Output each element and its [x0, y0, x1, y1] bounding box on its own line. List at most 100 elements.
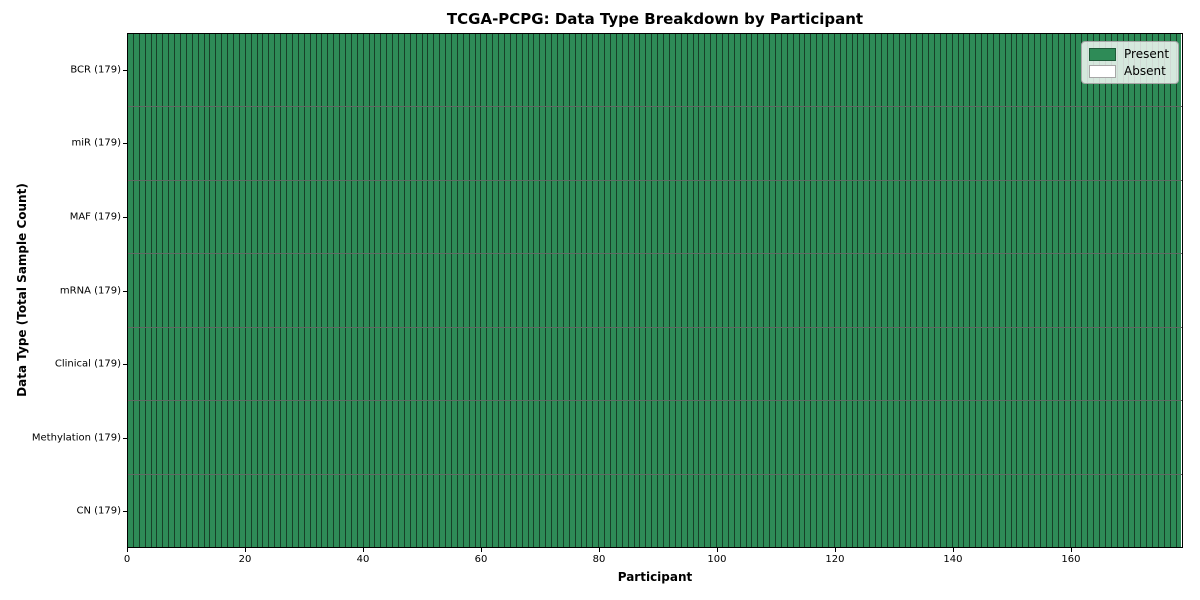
heatmap-cell: [646, 107, 653, 180]
heatmap-cell: [746, 327, 753, 401]
heatmap-cell: [1105, 107, 1112, 180]
heatmap-cell: [1111, 107, 1118, 180]
y-axis-tick-marks: [123, 33, 127, 548]
heatmap-cell: [664, 401, 670, 474]
heatmap-cell: [628, 254, 635, 327]
heatmap-cell: [622, 180, 629, 254]
heatmap-cell: [622, 327, 629, 401]
heatmap-cell: [1023, 401, 1030, 474]
heatmap-cell: [805, 327, 812, 401]
heatmap-cell: [340, 107, 346, 180]
heatmap-cell: [1005, 327, 1012, 401]
heatmap-cell: [481, 34, 488, 107]
heatmap-cell: [1158, 474, 1165, 547]
heatmap-cell: [440, 180, 447, 254]
heatmap-cell: [145, 327, 152, 401]
heatmap-cell: [334, 327, 341, 401]
heatmap-cell: [404, 474, 411, 547]
heatmap-cell: [652, 474, 659, 547]
heatmap-cell: [334, 34, 341, 107]
heatmap-cell: [882, 327, 888, 401]
heatmap-cell: [876, 474, 882, 547]
heatmap-cell: [287, 254, 293, 327]
heatmap-cell: [1129, 327, 1136, 401]
heatmap-cell: [964, 34, 971, 107]
heatmap-cell: [787, 474, 794, 547]
heatmap-cell: [640, 401, 647, 474]
heatmap-cell: [893, 180, 900, 254]
heatmap-cell: [711, 474, 718, 547]
heatmap-cell: [334, 474, 341, 547]
heatmap-cell: [210, 34, 217, 107]
heatmap-cell: [475, 107, 482, 180]
heatmap-cell: [905, 254, 912, 327]
heatmap-cell: [882, 474, 888, 547]
heatmap-row: [128, 401, 1182, 475]
heatmap-cell: [640, 34, 647, 107]
heatmap-cell: [139, 34, 146, 107]
heatmap-cell: [322, 327, 329, 401]
heatmap-cell: [1117, 327, 1124, 401]
heatmap-cell: [1088, 401, 1095, 474]
heatmap-cell: [145, 107, 152, 180]
heatmap-cell: [457, 180, 464, 254]
heatmap-cell: [451, 474, 458, 547]
heatmap-cell: [805, 254, 812, 327]
heatmap-cell: [475, 254, 482, 327]
heatmap-cell: [228, 401, 235, 474]
heatmap-cell: [398, 180, 405, 254]
heatmap-cell: [516, 107, 523, 180]
heatmap-cell: [451, 180, 458, 254]
heatmap-cell: [599, 401, 606, 474]
heatmap-cell: [269, 34, 276, 107]
heatmap-cell: [770, 34, 776, 107]
heatmap-cell: [334, 401, 341, 474]
heatmap-cell: [328, 401, 335, 474]
heatmap-cell: [552, 327, 559, 401]
heatmap-cell: [145, 34, 152, 107]
heatmap-cell: [711, 254, 718, 327]
heatmap-cell: [1147, 327, 1153, 401]
heatmap-cell: [605, 401, 612, 474]
heatmap-cell: [817, 474, 824, 547]
heatmap-cell: [1129, 401, 1136, 474]
heatmap-cell: [387, 107, 394, 180]
heatmap-cell: [946, 254, 953, 327]
heatmap-cell: [151, 474, 158, 547]
heatmap-cell: [1076, 254, 1083, 327]
heatmap-cell: [1064, 327, 1071, 401]
heatmap-cell: [558, 474, 564, 547]
heatmap-cell: [198, 107, 205, 180]
heatmap-cell: [145, 474, 152, 547]
heatmap-cell: [1129, 474, 1136, 547]
heatmap-cell: [1046, 34, 1053, 107]
heatmap-cell: [1035, 254, 1042, 327]
heatmap-cell: [1164, 180, 1171, 254]
heatmap-cell: [569, 180, 576, 254]
heatmap-cell: [575, 254, 582, 327]
x-tick-label: 140: [943, 554, 963, 565]
heatmap-cell: [746, 34, 753, 107]
heatmap-cell: [669, 401, 676, 474]
heatmap-cell: [976, 254, 983, 327]
heatmap-cell: [316, 327, 323, 401]
heatmap-cell: [958, 474, 965, 547]
heatmap-cell: [929, 254, 936, 327]
heatmap-cell: [687, 401, 694, 474]
y-tick-mark: [123, 143, 127, 145]
heatmap-cell: [351, 474, 358, 547]
heatmap-cell: [852, 107, 859, 180]
heatmap-cell: [251, 474, 258, 547]
heatmap-cell: [717, 34, 723, 107]
heatmap-cell: [882, 107, 888, 180]
heatmap-cell: [993, 34, 1000, 107]
heatmap-cell: [522, 254, 529, 327]
heatmap-cell: [840, 254, 847, 327]
heatmap-cell: [1135, 107, 1142, 180]
heatmap-cell: [646, 474, 653, 547]
heatmap-cell: [245, 34, 252, 107]
heatmap-cell: [1099, 107, 1106, 180]
heatmap-cell: [499, 327, 505, 401]
heatmap-cell: [481, 180, 488, 254]
heatmap-cell: [705, 401, 712, 474]
